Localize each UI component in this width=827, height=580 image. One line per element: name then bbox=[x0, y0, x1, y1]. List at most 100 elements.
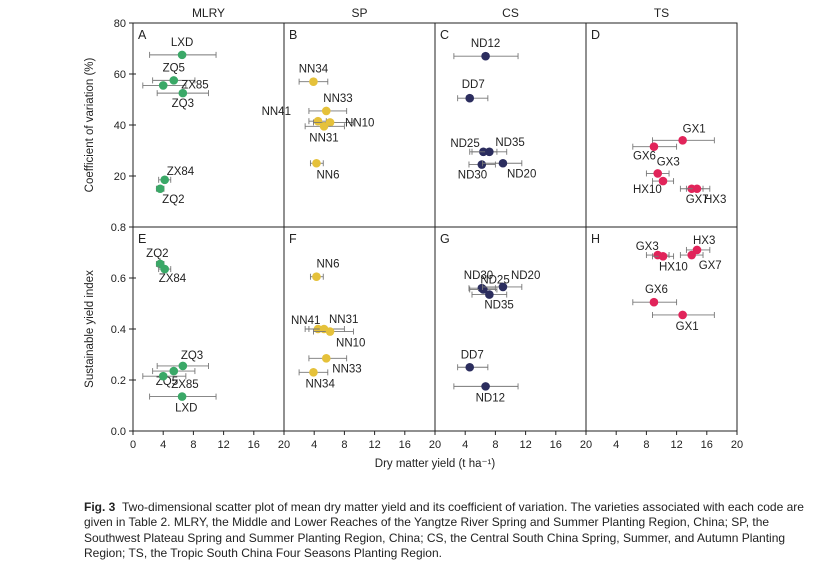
point-label: ZQ5 bbox=[163, 62, 185, 74]
data-point bbox=[481, 51, 490, 61]
point-label: GX3 bbox=[657, 156, 680, 168]
x-tick-label: 0 bbox=[130, 439, 136, 451]
panel-letter: E bbox=[138, 232, 146, 246]
data-point bbox=[169, 366, 179, 376]
panel-letter: F bbox=[289, 232, 297, 246]
y-tick-label: 0.8 bbox=[111, 222, 126, 234]
x-tick-label: 4 bbox=[311, 439, 317, 451]
point-label: ZQ3 bbox=[181, 350, 203, 362]
data-point bbox=[485, 147, 494, 157]
data-point bbox=[321, 354, 331, 363]
data-point bbox=[169, 76, 179, 85]
data-point bbox=[178, 88, 188, 98]
y-tick-label: 0.4 bbox=[111, 324, 126, 336]
point-label: NN33 bbox=[323, 93, 352, 105]
data-point bbox=[498, 158, 508, 168]
x-tick-label: 20 bbox=[731, 439, 743, 451]
point-label: NN33 bbox=[332, 363, 361, 375]
data-point bbox=[321, 106, 331, 116]
y-tick-label: 0.6 bbox=[111, 273, 126, 285]
data-point bbox=[498, 282, 508, 292]
point-label: ND20 bbox=[511, 270, 540, 282]
data-point bbox=[160, 264, 170, 274]
x-tick-label: 8 bbox=[341, 439, 347, 451]
point-label: NN31 bbox=[309, 132, 338, 144]
point-label: ND30 bbox=[458, 170, 487, 182]
figure-caption-text: Two-dimensional scatter plot of mean dry… bbox=[84, 500, 804, 561]
data-point bbox=[649, 297, 659, 307]
x-axis-label: Dry matter yield (t ha⁻¹) bbox=[375, 458, 496, 470]
data-point bbox=[155, 184, 165, 194]
figure-caption-label: Fig. 3 bbox=[84, 500, 116, 514]
point-label: HX3 bbox=[693, 235, 715, 247]
point-label: HX10 bbox=[659, 261, 688, 273]
data-point bbox=[692, 184, 702, 194]
x-tick-label: 16 bbox=[248, 439, 260, 451]
point-label: DD7 bbox=[461, 349, 484, 361]
y-tick-label: 60 bbox=[114, 69, 126, 81]
data-point bbox=[477, 160, 487, 169]
data-point bbox=[465, 93, 475, 103]
data-point bbox=[313, 116, 323, 126]
point-label: ZQ2 bbox=[162, 194, 184, 206]
point-label: ND12 bbox=[471, 38, 500, 50]
x-tick-label: 20 bbox=[580, 439, 592, 451]
y-tick-label: 80 bbox=[114, 18, 126, 30]
point-label: HX10 bbox=[633, 184, 662, 196]
point-label: NN10 bbox=[345, 117, 374, 129]
point-label: NN34 bbox=[305, 378, 335, 390]
data-point bbox=[160, 175, 170, 185]
x-tick-label: 16 bbox=[701, 439, 713, 451]
point-label: NN41 bbox=[262, 106, 291, 118]
panel-letter: A bbox=[138, 28, 147, 42]
data-point bbox=[653, 169, 663, 178]
x-tick-label: 16 bbox=[550, 439, 562, 451]
point-label: ZX85 bbox=[171, 379, 199, 391]
x-tick-label: 20 bbox=[429, 439, 441, 451]
x-tick-label: 8 bbox=[643, 439, 649, 451]
data-point bbox=[309, 77, 318, 86]
x-tick-label: 4 bbox=[462, 439, 468, 451]
panel-letter: G bbox=[440, 232, 450, 246]
data-point bbox=[177, 50, 187, 60]
point-label: ND25 bbox=[450, 138, 479, 150]
point-label: ND35 bbox=[484, 300, 513, 312]
point-label: ZX85 bbox=[181, 79, 209, 91]
y-tick-label: 0.0 bbox=[111, 426, 126, 438]
panel-letter: B bbox=[289, 28, 297, 42]
panel-letter: D bbox=[591, 28, 600, 42]
column-title: CS bbox=[502, 6, 519, 20]
data-point bbox=[692, 245, 702, 255]
data-point bbox=[658, 252, 668, 261]
y-tick-label: 20 bbox=[114, 171, 126, 183]
column-title: SP bbox=[351, 6, 367, 20]
point-label: ZX84 bbox=[159, 273, 187, 285]
data-point bbox=[485, 290, 494, 299]
point-label: DD7 bbox=[462, 79, 485, 91]
point-label: NN6 bbox=[316, 169, 339, 181]
point-label: ND20 bbox=[507, 168, 536, 180]
point-label: GX7 bbox=[699, 260, 722, 272]
data-point bbox=[325, 327, 335, 336]
point-label: ND30 bbox=[464, 270, 493, 282]
point-label: GX3 bbox=[636, 241, 659, 253]
panel-letter: H bbox=[591, 232, 600, 246]
x-tick-label: 12 bbox=[519, 439, 531, 451]
x-tick-label: 16 bbox=[399, 439, 411, 451]
point-label: LXD bbox=[171, 37, 193, 49]
figure-caption: Fig. 3 Two-dimensional scatter plot of m… bbox=[84, 500, 819, 562]
x-tick-label: 20 bbox=[278, 439, 290, 451]
data-point bbox=[678, 136, 687, 145]
data-point bbox=[158, 371, 168, 381]
x-tick-label: 8 bbox=[492, 439, 498, 451]
data-point bbox=[312, 272, 321, 282]
point-label: GX6 bbox=[645, 284, 668, 296]
point-label: ND35 bbox=[495, 137, 524, 149]
data-point bbox=[465, 362, 475, 372]
point-label: ZQ2 bbox=[146, 248, 168, 260]
x-tick-label: 12 bbox=[217, 439, 229, 451]
data-point bbox=[178, 361, 188, 371]
point-label: GX1 bbox=[683, 123, 706, 135]
data-point bbox=[481, 382, 490, 391]
